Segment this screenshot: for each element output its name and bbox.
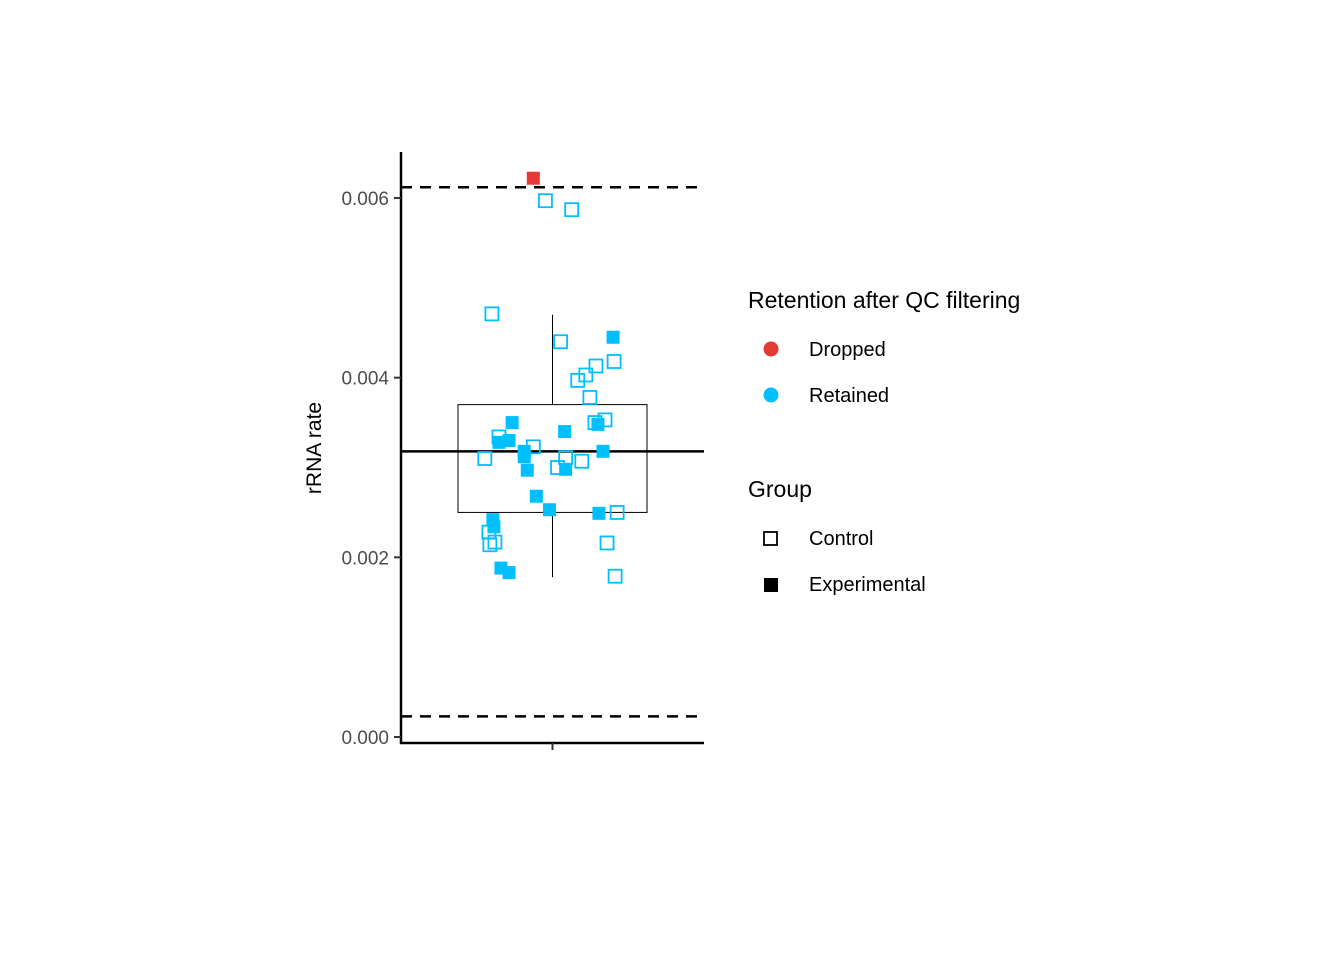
data-point bbox=[553, 334, 568, 350]
data-point bbox=[558, 425, 572, 439]
data-point bbox=[606, 330, 620, 344]
data-point bbox=[588, 358, 604, 374]
legend-title-group: Group bbox=[748, 476, 812, 502]
y-axis-ticks: 0.000 0.002 0.004 0.006 bbox=[341, 189, 401, 749]
y-tick-label: 0.002 bbox=[341, 548, 389, 569]
data-point bbox=[607, 568, 623, 584]
data-point bbox=[505, 416, 519, 430]
y-tick-label: 0.006 bbox=[341, 189, 389, 210]
data-point bbox=[542, 503, 556, 517]
y-tick-label: 0.004 bbox=[341, 369, 389, 390]
data-point bbox=[477, 451, 493, 466]
data-point bbox=[520, 463, 534, 477]
data-point bbox=[578, 367, 594, 383]
data-point bbox=[574, 453, 590, 469]
data-point bbox=[596, 444, 610, 458]
legend-key-retained bbox=[763, 387, 779, 403]
data-point bbox=[517, 450, 531, 464]
legend-title-retention: Retention after QC filtering bbox=[748, 287, 1020, 313]
data-point bbox=[559, 462, 573, 476]
data-point bbox=[487, 534, 503, 550]
legend-label-dropped: Dropped bbox=[809, 339, 886, 361]
y-axis-title: rRNA rate bbox=[303, 402, 326, 494]
axes: 0.000 0.002 0.004 0.006 rRNA rate bbox=[303, 152, 704, 750]
data-point bbox=[538, 193, 553, 209]
data-point bbox=[592, 506, 606, 520]
boxplot-box bbox=[457, 404, 648, 513]
data-point bbox=[609, 505, 625, 520]
data-point bbox=[487, 520, 501, 534]
legend-key-dropped bbox=[763, 341, 779, 357]
data-point-dropped bbox=[526, 171, 540, 185]
data-point bbox=[582, 390, 598, 405]
data-point bbox=[529, 489, 543, 503]
data-point bbox=[558, 450, 574, 466]
reference-lines-layer bbox=[401, 185, 704, 718]
data-point bbox=[570, 372, 586, 388]
legend-label-control: Control bbox=[809, 528, 873, 550]
legend-label-experimental: Experimental bbox=[809, 574, 926, 596]
data-point bbox=[492, 435, 506, 449]
data-point bbox=[591, 417, 605, 431]
legend-key-experimental bbox=[764, 578, 778, 592]
data-point bbox=[482, 537, 498, 553]
data-point bbox=[606, 354, 622, 369]
y-tick-label: 0.000 bbox=[341, 728, 389, 749]
points-layer bbox=[477, 171, 625, 584]
data-point bbox=[599, 535, 615, 551]
legend-label-retained: Retained bbox=[809, 385, 889, 407]
data-point bbox=[502, 434, 516, 448]
data-point bbox=[502, 566, 516, 580]
data-point bbox=[564, 202, 580, 218]
legend: Retention after QC filtering Dropped Ret… bbox=[748, 287, 1020, 596]
data-point bbox=[484, 306, 500, 322]
legend-key-control bbox=[763, 531, 778, 546]
